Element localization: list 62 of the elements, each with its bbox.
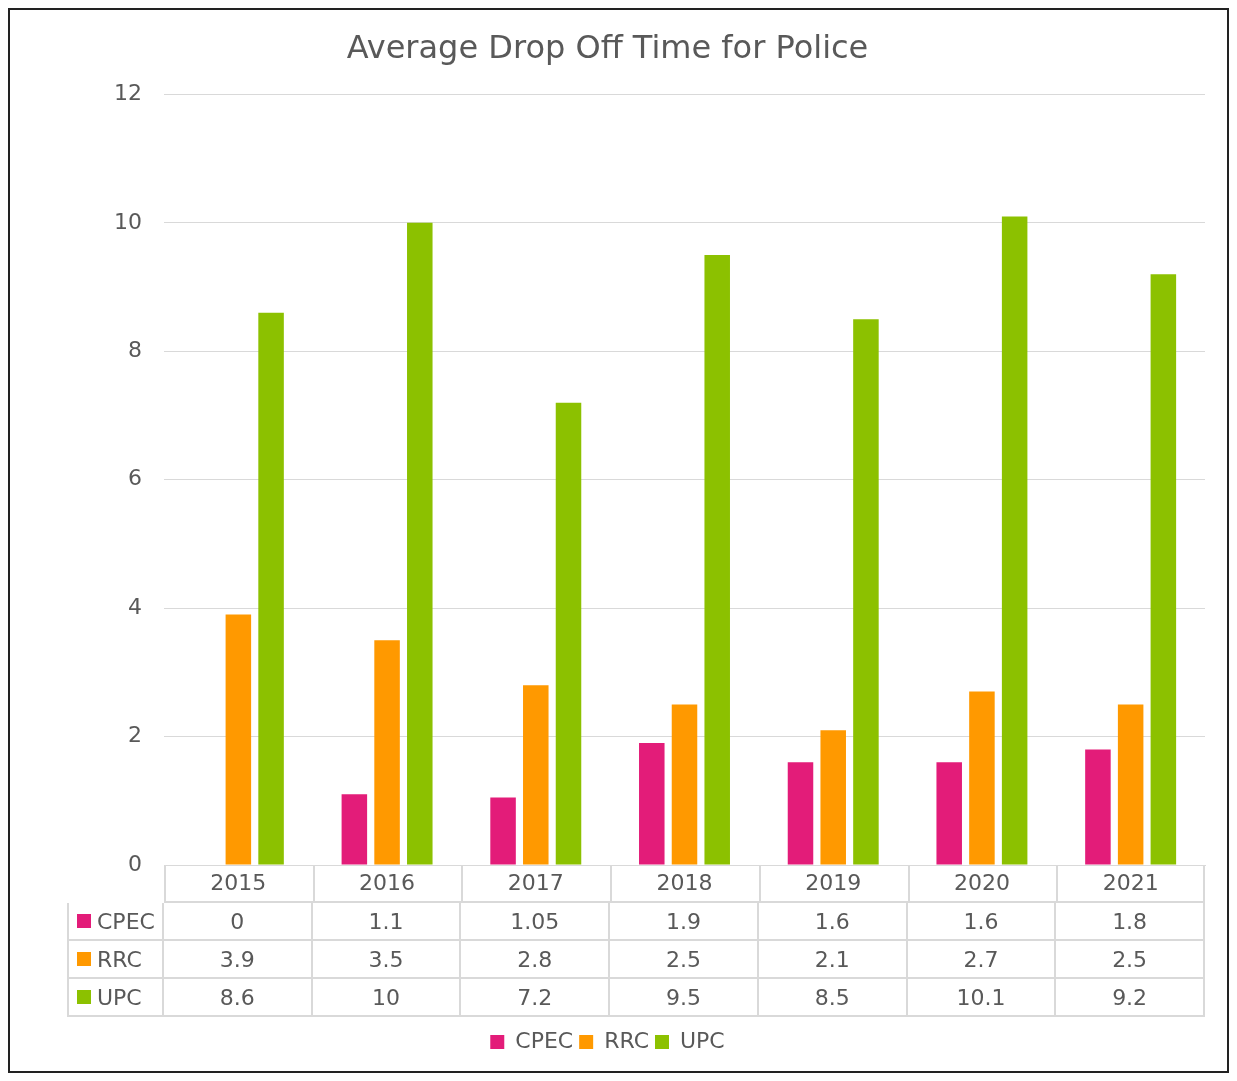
legend-label: CPEC (515, 1027, 574, 1053)
legend-label: UPC (680, 1027, 725, 1053)
bar (341, 794, 368, 865)
data-label: 3.5 (368, 946, 404, 972)
y-tick-label: 12 (114, 80, 142, 106)
data-label: 1.6 (814, 908, 850, 934)
data-label: 10 (372, 984, 401, 1010)
x-tick-label: 2015 (210, 869, 267, 895)
bar (969, 691, 995, 865)
bar (555, 402, 582, 865)
data-label: 2.7 (963, 946, 999, 972)
y-tick-label: 4 (128, 593, 142, 619)
y-tick-label: 8 (128, 336, 142, 362)
y-tick-label: 6 (128, 465, 142, 491)
bar (671, 704, 698, 865)
bar (704, 254, 730, 865)
data-label: 2.5 (1112, 946, 1148, 972)
data-label: 2.5 (665, 946, 701, 972)
data-label: 1.9 (665, 908, 701, 934)
bar (1117, 704, 1144, 865)
bar (639, 742, 665, 865)
legend-label: RRC (97, 946, 142, 972)
data-label: 9.5 (665, 984, 701, 1010)
x-tick-label: 2019 (805, 869, 862, 895)
bar (820, 730, 846, 865)
bar (407, 222, 433, 865)
data-label: 2.8 (517, 946, 553, 972)
data-label: 10.1 (956, 984, 1006, 1010)
data-label: 0 (230, 908, 245, 934)
x-tick-label: 2020 (953, 869, 1010, 895)
data-label: 9.2 (1112, 984, 1148, 1010)
x-tick-label: 2018 (656, 869, 713, 895)
data-label: 1.05 (510, 908, 560, 934)
bar (1001, 216, 1028, 865)
bar (1150, 274, 1177, 865)
bar (1085, 749, 1111, 865)
y-tick-label: 10 (114, 208, 142, 234)
x-tick-label: 2017 (507, 869, 564, 895)
text: UPC (97, 984, 142, 1010)
bar (490, 797, 516, 865)
y-tick-label: 2 (128, 722, 142, 748)
chart-title: Average Drop Off Time for Police (346, 27, 869, 66)
bar (374, 640, 400, 865)
data-label: 1.8 (1112, 908, 1148, 934)
bar (853, 319, 879, 865)
data-label: 8.5 (814, 984, 850, 1010)
bar (258, 312, 284, 865)
bar (936, 762, 962, 865)
data-label: 3.9 (219, 946, 255, 972)
data-label: 1.6 (963, 908, 999, 934)
data-label: 1.1 (368, 908, 404, 934)
x-tick-label: 2016 (359, 869, 416, 895)
y-tick-label: 0 (128, 850, 142, 876)
text: CPEC (97, 908, 155, 934)
bar (787, 762, 814, 865)
text: RRC (604, 1027, 649, 1053)
bar (523, 685, 549, 865)
data-label: 7.2 (517, 984, 553, 1010)
bar (225, 614, 252, 865)
x-tick-label: 2021 (1102, 869, 1159, 895)
data-label: 2.1 (814, 946, 850, 972)
data-label: 8.6 (219, 984, 255, 1010)
